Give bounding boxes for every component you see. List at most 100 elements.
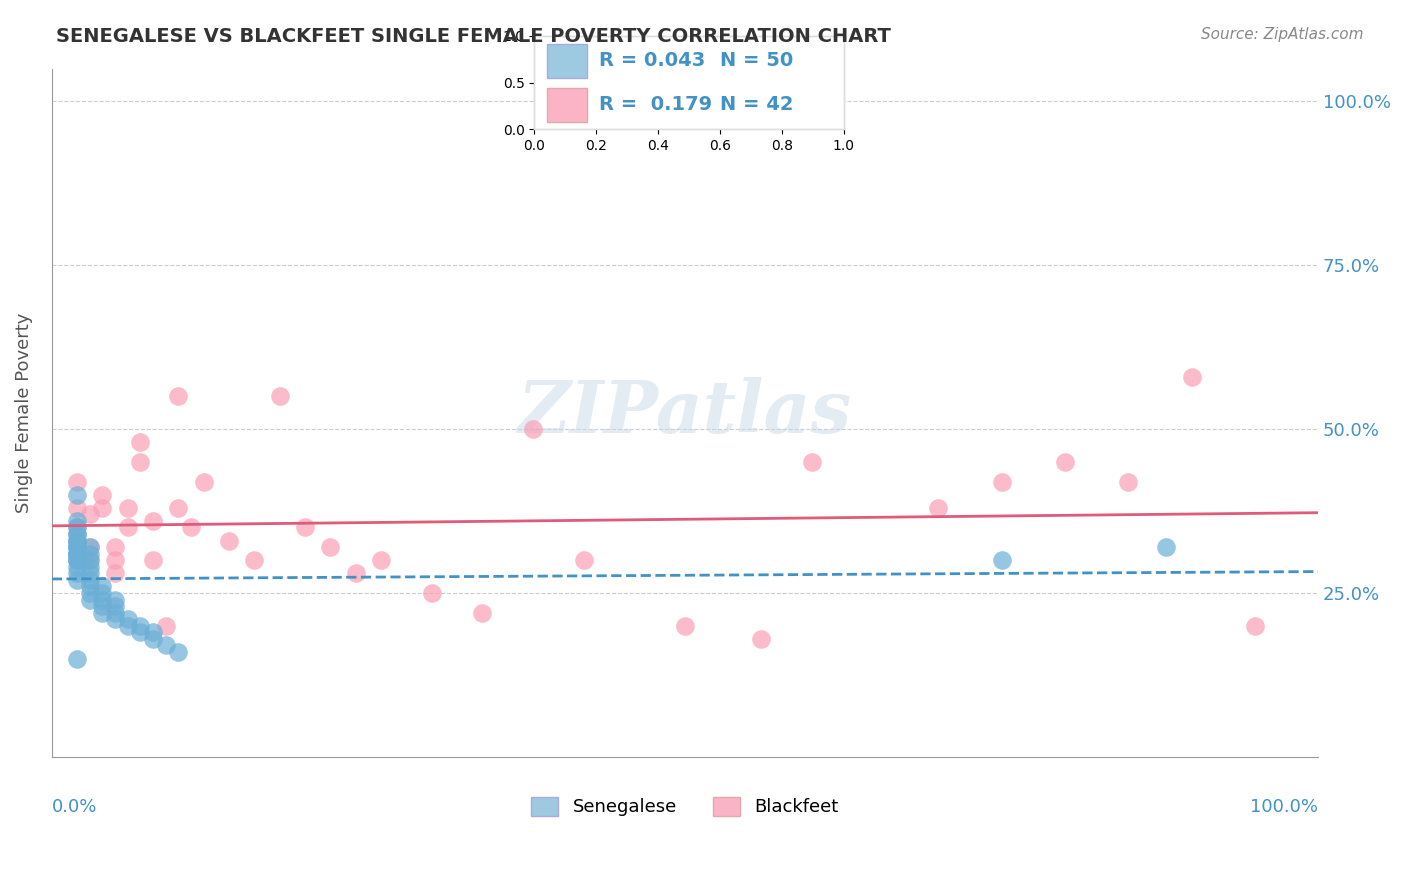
Point	[91, 599, 114, 614]
Point	[572, 553, 595, 567]
Point	[91, 606, 114, 620]
Point	[673, 619, 696, 633]
Text: N = 42: N = 42	[720, 95, 793, 114]
Point	[117, 520, 139, 534]
Point	[104, 599, 127, 614]
Point	[66, 547, 89, 561]
Point	[129, 619, 152, 633]
Point	[66, 540, 89, 554]
Point	[79, 540, 101, 554]
Point	[79, 547, 101, 561]
Point	[129, 625, 152, 640]
Point	[66, 527, 89, 541]
Point	[167, 389, 190, 403]
Text: ZIPatlas: ZIPatlas	[517, 377, 852, 449]
Point	[91, 488, 114, 502]
Point	[66, 500, 89, 515]
Point	[319, 540, 342, 554]
Point	[522, 422, 544, 436]
Point	[927, 500, 949, 515]
Point	[79, 540, 101, 554]
Point	[1243, 619, 1265, 633]
Point	[167, 500, 190, 515]
Point	[294, 520, 316, 534]
Text: 0.0%: 0.0%	[52, 798, 97, 816]
Point	[142, 514, 165, 528]
Point	[66, 488, 89, 502]
Point	[117, 619, 139, 633]
Point	[91, 500, 114, 515]
Text: SENEGALESE VS BLACKFEET SINGLE FEMALE POVERTY CORRELATION CHART: SENEGALESE VS BLACKFEET SINGLE FEMALE PO…	[56, 27, 891, 45]
Point	[79, 553, 101, 567]
Bar	[547, 88, 586, 122]
Point	[471, 606, 494, 620]
Point	[66, 547, 89, 561]
Point	[66, 527, 89, 541]
Point	[990, 475, 1012, 489]
Point	[990, 553, 1012, 567]
Point	[79, 573, 101, 587]
Point	[142, 625, 165, 640]
Point	[66, 540, 89, 554]
Point	[91, 586, 114, 600]
Point	[104, 606, 127, 620]
Point	[79, 553, 101, 567]
Point	[79, 508, 101, 522]
Text: R = 0.043: R = 0.043	[599, 52, 706, 70]
Y-axis label: Single Female Poverty: Single Female Poverty	[15, 312, 32, 513]
Text: R =  0.179: R = 0.179	[599, 95, 713, 114]
Point	[66, 533, 89, 548]
Point	[218, 533, 240, 548]
Point	[129, 435, 152, 450]
Point	[104, 612, 127, 626]
Point	[193, 475, 215, 489]
Point	[66, 553, 89, 567]
Point	[66, 547, 89, 561]
Point	[66, 547, 89, 561]
Point	[269, 389, 291, 403]
Text: N = 50: N = 50	[720, 52, 793, 70]
Point	[66, 553, 89, 567]
Point	[167, 645, 190, 659]
Point	[79, 586, 101, 600]
Bar	[547, 44, 586, 78]
Point	[66, 559, 89, 574]
Point	[104, 540, 127, 554]
Point	[79, 559, 101, 574]
Point	[370, 553, 392, 567]
Point	[344, 566, 367, 581]
Point	[155, 639, 177, 653]
Point	[1180, 369, 1202, 384]
Point	[66, 553, 89, 567]
Point	[117, 500, 139, 515]
Point	[104, 592, 127, 607]
Text: Source: ZipAtlas.com: Source: ZipAtlas.com	[1201, 27, 1364, 42]
Point	[79, 592, 101, 607]
Point	[800, 455, 823, 469]
Point	[243, 553, 266, 567]
Point	[104, 566, 127, 581]
Point	[104, 553, 127, 567]
Point	[66, 540, 89, 554]
Point	[66, 533, 89, 548]
Point	[420, 586, 443, 600]
Point	[91, 592, 114, 607]
Point	[66, 475, 89, 489]
Text: 100.0%: 100.0%	[1250, 798, 1319, 816]
Point	[129, 455, 152, 469]
Legend: Senegalese, Blackfeet: Senegalese, Blackfeet	[524, 789, 846, 823]
Point	[1154, 540, 1177, 554]
Point	[66, 520, 89, 534]
Point	[180, 520, 202, 534]
Point	[1116, 475, 1139, 489]
Point	[66, 651, 89, 665]
Point	[79, 566, 101, 581]
Point	[66, 533, 89, 548]
Point	[66, 520, 89, 534]
Point	[142, 553, 165, 567]
Point	[155, 619, 177, 633]
Point	[79, 579, 101, 593]
Point	[66, 573, 89, 587]
Point	[91, 579, 114, 593]
Point	[117, 612, 139, 626]
